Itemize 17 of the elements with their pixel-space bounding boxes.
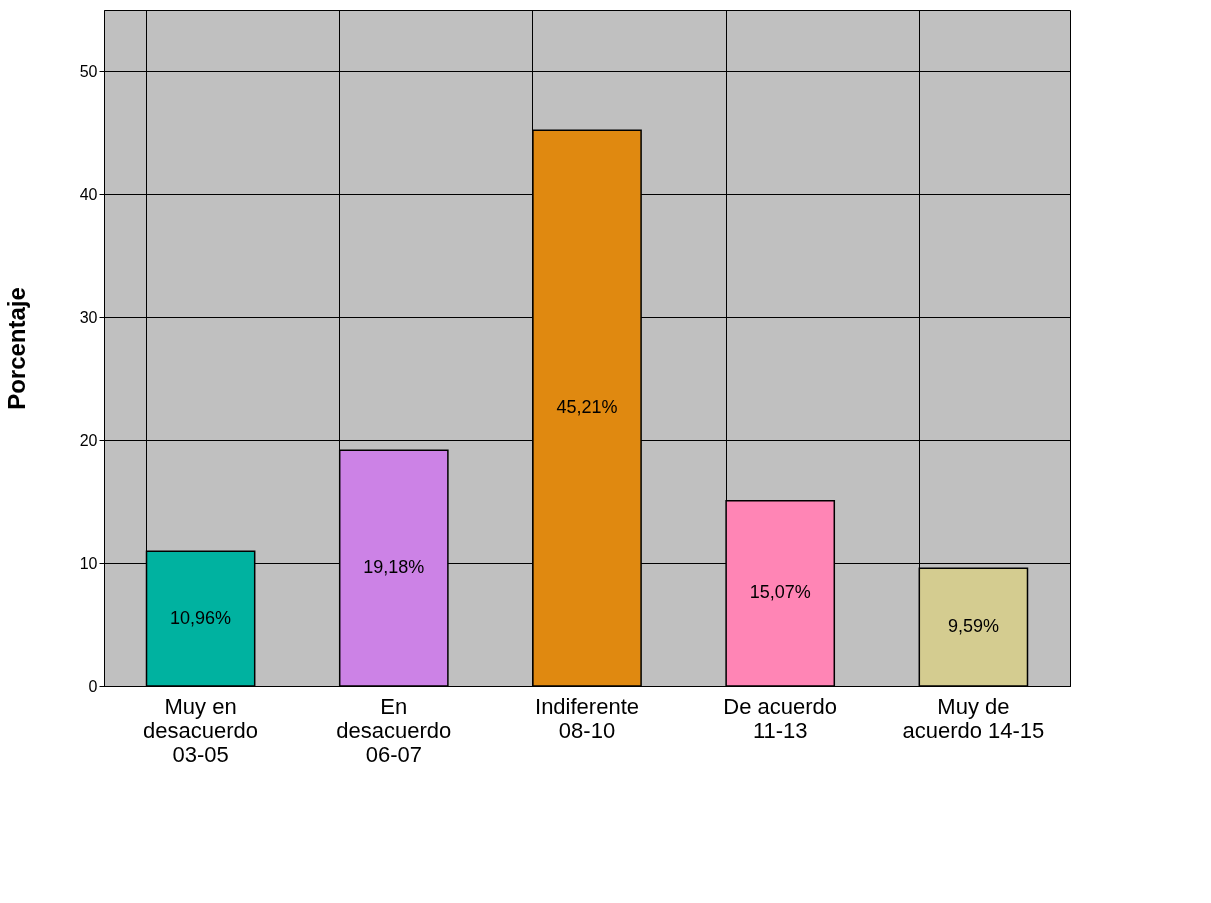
y-axis-title: Porcentaje <box>2 287 30 410</box>
x-tick-label: Indiferente 08-10 <box>535 693 639 743</box>
data-label: 15,07% <box>749 582 811 603</box>
data-label: 9,59% <box>947 616 999 637</box>
data-label: 19,18% <box>363 557 425 578</box>
x-tick-label: Muy en desacuerdo 03-05 <box>143 693 259 767</box>
x-tick-label: En desacuerdo 06-07 <box>336 693 452 767</box>
data-label: 45,21% <box>556 397 618 418</box>
y-tick-label: 50 <box>79 62 98 80</box>
x-tick-label: De acuerdo 11-13 <box>723 693 838 743</box>
y-tick-label: 10 <box>79 554 98 572</box>
data-label: 10,96% <box>170 607 232 628</box>
y-tick-label: 0 <box>88 677 98 695</box>
y-tick-label: 20 <box>79 431 98 449</box>
y-tick-label: 40 <box>79 185 98 203</box>
x-tick-label: Muy de acuerdo 14-15 <box>902 693 1045 743</box>
y-tick-label: 30 <box>79 308 98 326</box>
